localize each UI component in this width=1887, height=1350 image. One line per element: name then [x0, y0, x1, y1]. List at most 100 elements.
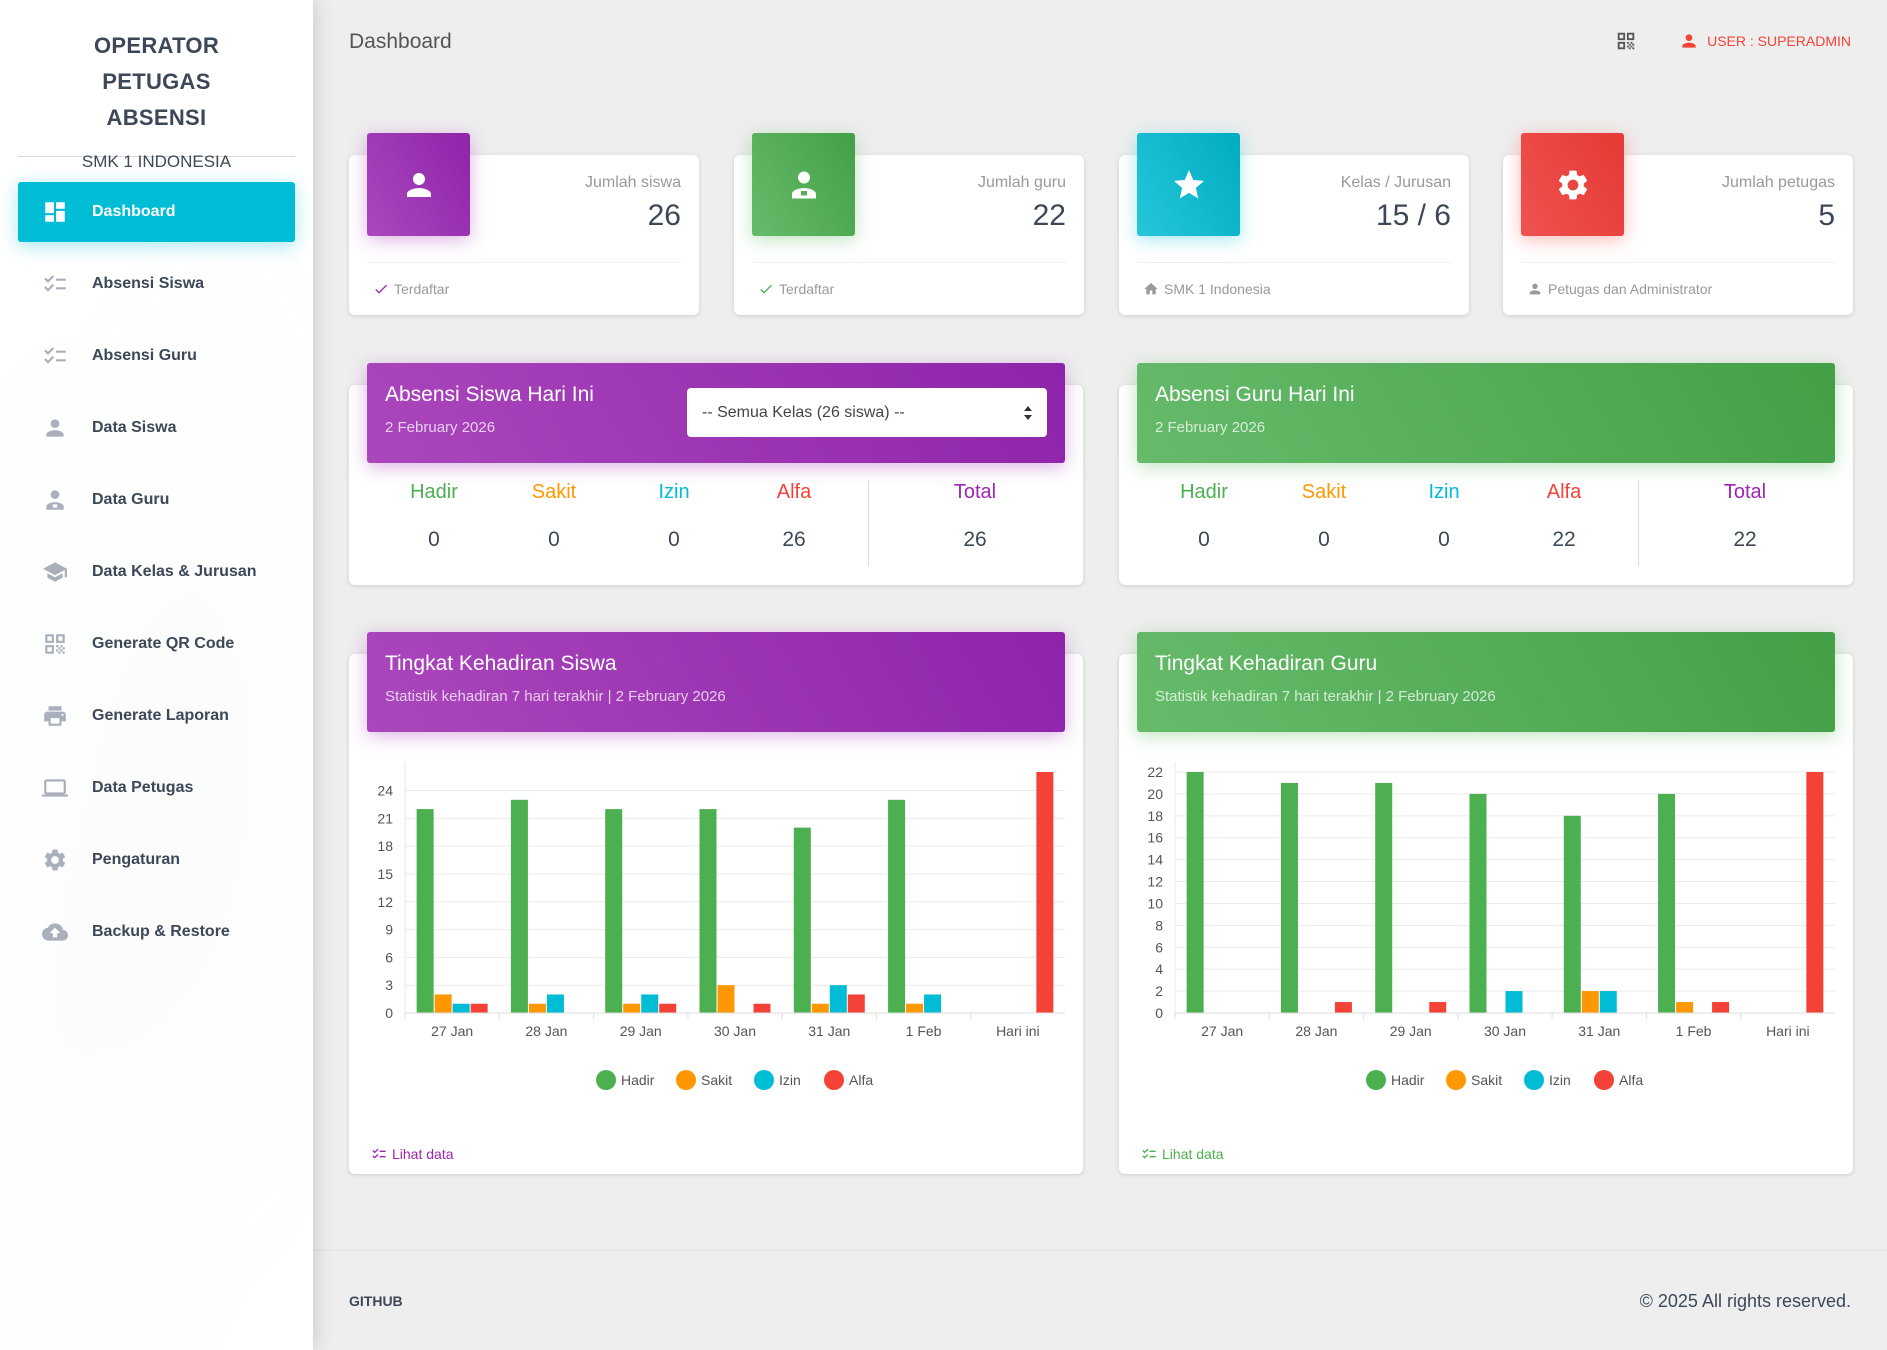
izin-value: 0 [1438, 528, 1450, 551]
y-tick-label: 6 [385, 949, 393, 965]
chart-card-guru: Tingkat Kehadiran Guru Statistik kehadir… [1119, 632, 1853, 1174]
sidebar-item-data-kelas[interactable]: Data Kelas & Jurusan [18, 542, 295, 602]
sidebar-item-data-siswa[interactable]: Data Siswa [18, 398, 295, 458]
kelas-select-value: -- Semua Kelas (26 siswa) -- [702, 403, 905, 421]
bar-hadir [793, 827, 811, 1013]
legend-label: Hadir [1391, 1072, 1425, 1088]
sakit-value: 0 [548, 528, 560, 551]
sidebar-item-data-petugas[interactable]: Data Petugas [18, 758, 295, 818]
lihat-data-link[interactable]: Lihat data [371, 1146, 454, 1162]
person-badge-icon [791, 171, 816, 198]
sidebar-item-backup-restore[interactable]: Backup & Restore [18, 902, 295, 962]
bar-sakit [717, 985, 735, 1013]
bar-alfa [1036, 772, 1054, 1013]
hadir-label: Hadir [410, 481, 458, 503]
stat-card-guru: Jumlah guru 22 Terdaftar [734, 133, 1084, 315]
x-tick-label: 1 Feb [906, 1023, 942, 1039]
copyright: © 2025 All rights reserved. [1639, 1291, 1851, 1311]
x-tick-label: 28 Jan [1295, 1023, 1337, 1039]
y-tick-label: 12 [377, 894, 393, 910]
legend-label: Izin [779, 1072, 801, 1088]
x-tick-label: 29 Jan [620, 1023, 662, 1039]
select-caret-icon [1024, 406, 1032, 420]
bar-alfa [847, 994, 865, 1013]
sidebar-item-dashboard[interactable]: Dashboard [18, 182, 295, 242]
lihat-data-link[interactable]: Lihat data [1141, 1146, 1224, 1162]
stat-footer-text: Petugas dan Administrator [1548, 281, 1713, 297]
star-icon [1173, 169, 1204, 198]
y-tick-label: 22 [1147, 764, 1163, 780]
legend-marker [754, 1070, 774, 1090]
y-tick-label: 0 [385, 1005, 393, 1021]
x-tick-label: 31 Jan [808, 1023, 850, 1039]
y-tick-label: 4 [1155, 961, 1163, 977]
bar-alfa [753, 1003, 771, 1013]
y-tick-label: 0 [1155, 1005, 1163, 1021]
y-tick-label: 24 [377, 783, 393, 799]
hadir-value: 0 [1198, 528, 1210, 551]
legend-marker [1594, 1070, 1614, 1090]
sidebar-item-generate-laporan[interactable]: Generate Laporan [18, 686, 295, 746]
y-tick-label: 9 [385, 922, 393, 938]
sidebar-item-absensi-guru[interactable]: Absensi Guru [18, 326, 295, 386]
stat-footer: Terdaftar [373, 281, 449, 297]
stat-category: Jumlah guru [977, 174, 1066, 191]
x-tick-label: 29 Jan [1390, 1023, 1432, 1039]
user-menu[interactable]: USER : SUPERADMIN [1679, 31, 1851, 51]
sidebar-item-label: Data Petugas [92, 779, 194, 796]
lihat-data-text: Lihat data [392, 1146, 454, 1162]
legend-marker [596, 1070, 616, 1090]
x-tick-label: 27 Jan [431, 1023, 473, 1039]
sidebar-item-label: Generate Laporan [92, 707, 229, 724]
izin-value: 0 [668, 528, 680, 551]
x-tick-label: 31 Jan [1578, 1023, 1620, 1039]
legend-marker [1446, 1070, 1466, 1090]
bar-alfa [1806, 772, 1824, 1013]
kelas-select[interactable]: -- Semua Kelas (26 siswa) -- [687, 388, 1047, 437]
stat-icon-box [1521, 133, 1624, 236]
bar-sakit [623, 1003, 641, 1013]
chart-card-siswa: Tingkat Kehadiran Siswa Statistik kehadi… [349, 632, 1083, 1174]
sidebar-item-generate-qr[interactable]: Generate QR Code [18, 614, 295, 674]
legend-label: Alfa [849, 1072, 873, 1088]
person-icon [1529, 283, 1541, 295]
bar-sakit [811, 1003, 829, 1013]
bar-hadir [416, 809, 434, 1013]
bar-alfa [1334, 1002, 1352, 1013]
chart-title: Tingkat Kehadiran Siswa [385, 652, 617, 675]
hadir-value: 0 [428, 528, 440, 551]
sidebar: OPERATOR PETUGAS ABSENSI SMK 1 INDONESIA… [0, 0, 313, 1350]
person-badge-icon [42, 487, 68, 513]
total-value: 26 [963, 528, 987, 551]
y-tick-label: 21 [377, 810, 393, 826]
alfa-label: Alfa [1546, 481, 1582, 503]
bar-izin [641, 994, 659, 1013]
y-tick-label: 18 [377, 838, 393, 854]
legend-label: Alfa [1619, 1072, 1643, 1088]
laptop-icon [42, 775, 68, 801]
stat-footer-text: Terdaftar [779, 281, 835, 297]
bar-sakit [906, 1003, 924, 1013]
y-tick-label: 12 [1147, 874, 1163, 890]
total-label: Total [1723, 481, 1767, 503]
sidebar-item-label: Data Siswa [92, 419, 177, 436]
gear-icon [1558, 170, 1587, 199]
sidebar-item-data-guru[interactable]: Data Guru [18, 470, 295, 530]
sidebar-item-pengaturan[interactable]: Pengaturan [18, 830, 295, 890]
bar-hadir [510, 799, 528, 1013]
bar-alfa [659, 1003, 677, 1013]
absensi-siswa-card: Absensi Siswa Hari Ini 2 February 2026 -… [349, 363, 1083, 585]
sidebar-item-label: Generate QR Code [92, 635, 235, 652]
checklist-icon [1142, 1148, 1156, 1159]
card-header: Tingkat Kehadiran Guru Statistik kehadir… [1137, 632, 1835, 732]
sidebar-item-absensi-siswa[interactable]: Absensi Siswa [18, 254, 295, 314]
bar-hadir [605, 809, 623, 1013]
stat-footer-text: SMK 1 Indonesia [1164, 281, 1271, 297]
github-link[interactable]: GITHUB [349, 1293, 403, 1309]
checklist-icon [42, 343, 68, 369]
y-tick-label: 3 [385, 977, 393, 993]
stat-icon-box [1137, 133, 1240, 236]
card-header: Tingkat Kehadiran Siswa Statistik kehadi… [367, 632, 1065, 732]
lihat-data-text: Lihat data [1162, 1146, 1224, 1162]
qr-code-icon[interactable] [1615, 30, 1637, 52]
